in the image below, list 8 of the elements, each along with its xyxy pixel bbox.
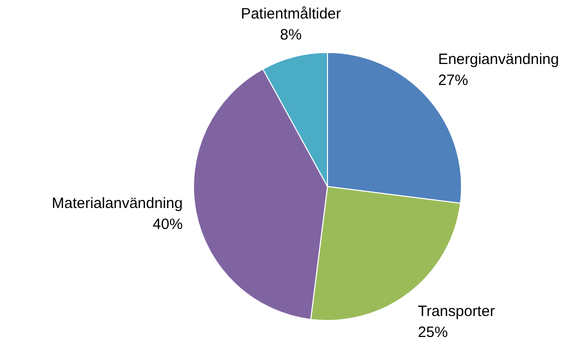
data-label: 40%: [152, 216, 183, 234]
slice-label: Patientmåltider: [240, 5, 341, 22]
slice-label: Materialanvändning: [52, 194, 183, 212]
slice-label: Transporter: [418, 302, 495, 320]
data-label: 27%: [438, 72, 468, 90]
data-label: 25%: [418, 324, 448, 342]
data-label: 8%: [280, 26, 302, 44]
slice-label: Energianvändning: [438, 50, 560, 68]
